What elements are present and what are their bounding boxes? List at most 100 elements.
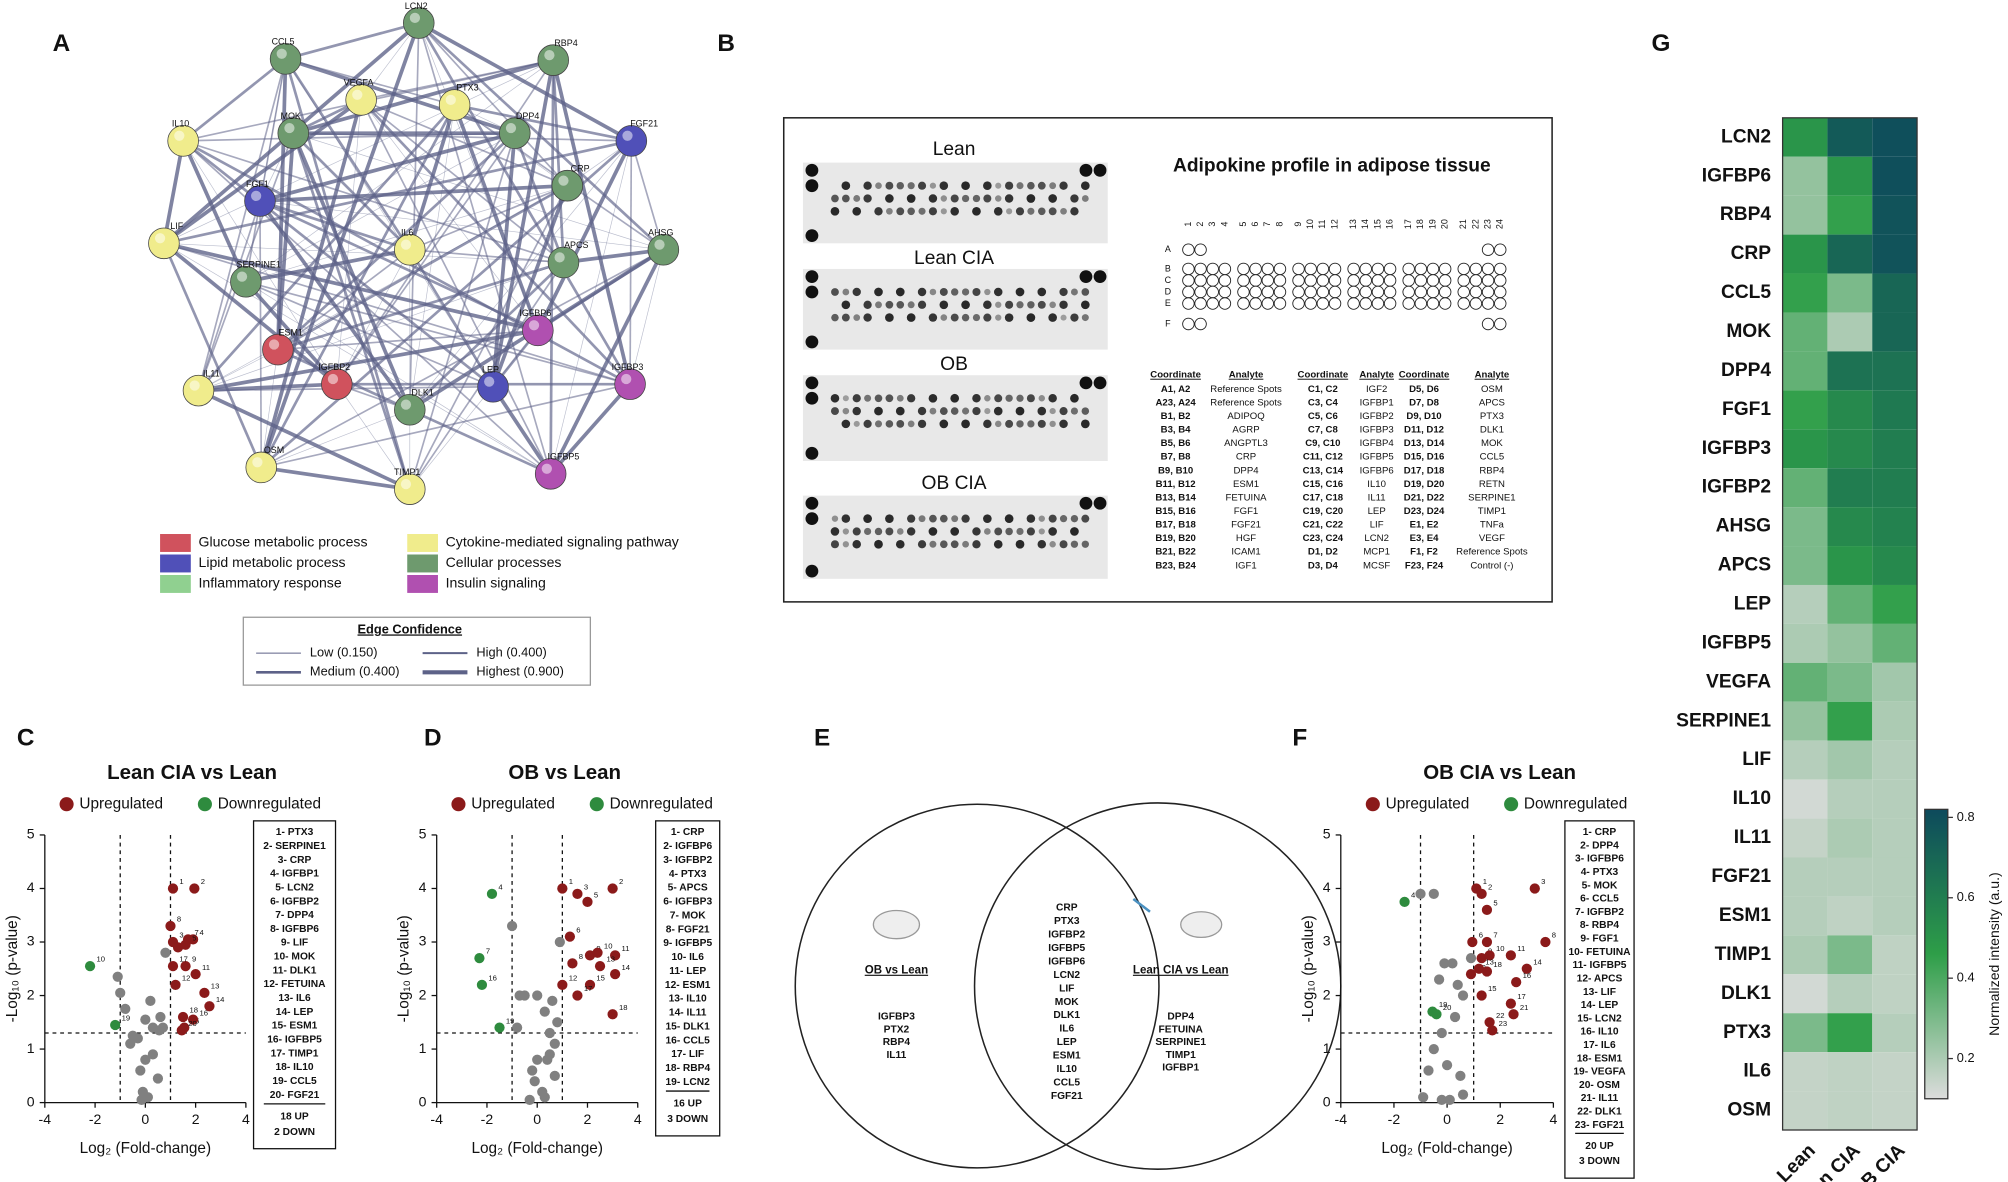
node-highlight [505,122,517,134]
node-label: MOK [280,111,300,121]
list-item: 17- TIMP1 [271,1048,319,1059]
array-row: B [1165,263,1171,273]
table-cell: C19, C20 [1303,506,1344,517]
row-label: CRP [1731,243,1772,264]
blot-spot [939,181,949,190]
x-tick-label: 4 [242,1111,250,1127]
point [1467,936,1478,948]
list-item: 7- DPP4 [275,910,314,921]
network-node [277,117,310,149]
point [199,987,210,998]
row-label: ESM1 [1719,905,1772,926]
point [204,1001,215,1012]
network-edge [162,98,363,245]
table-cell: C23, C24 [1303,533,1344,544]
blot-spot [939,300,949,310]
heatmap-cell [1827,623,1873,663]
point [494,1022,505,1033]
blot-spot [972,406,981,416]
blot-spot [805,391,819,405]
array-spot [1218,297,1232,310]
blot-spot [907,182,915,190]
point [1449,1011,1461,1023]
array-spot [1316,297,1330,310]
array-spot [1237,297,1250,310]
blot-spot [1016,420,1024,428]
network-node [499,117,531,149]
point-label: 19 [1439,1000,1448,1009]
array-spot [1402,297,1415,310]
blot-spot [895,406,905,416]
table-cell: D7, D8 [1409,397,1440,408]
panel-label: D [424,724,442,751]
list-frame [252,820,337,1150]
point-label: 20 [188,1019,197,1028]
heatmap-cell [1827,1091,1873,1131]
blot-spot [896,419,905,428]
x-tick-label: -2 [1388,1111,1401,1127]
node-label: CCL5 [272,37,295,47]
table-cell: C21, C22 [1303,520,1344,531]
table-cell: CCL5 [1480,452,1505,463]
table-cell: FGF21 [1231,520,1261,531]
point [1476,952,1487,964]
heatmap-cell [1827,429,1873,469]
array-spot [1194,274,1207,287]
blot-spot [972,194,981,203]
list-item: 21- IL11 [1581,1093,1619,1104]
panel-label: F [1292,724,1307,751]
table-cell: Reference Spots [1456,547,1528,558]
list-item: 3- CRP [278,855,312,866]
list-item: 9- IGFBP5 [663,938,712,949]
array-column: 14 [1360,219,1370,229]
venn-title: OB vs Lean [865,965,928,977]
blot-spot [1059,300,1068,309]
blot-spot [917,181,927,190]
array-row: C [1165,275,1172,285]
blot-spot [993,287,1003,297]
network-edge [551,60,565,263]
network-node [551,169,584,202]
heatmap-cell [1782,429,1828,469]
array-spot [1273,285,1287,299]
network-edge [292,132,411,251]
blot-spot [805,564,819,578]
blot-spot [1027,301,1035,309]
blot-spot [961,181,970,191]
table-cell: B5, B6 [1161,438,1191,449]
heatmap-cell [1782,740,1828,780]
node-highlight [174,130,185,141]
array-spot [1457,262,1470,276]
array-column: 20 [1440,219,1450,229]
heatmap-cell [1782,662,1828,702]
network-edge [259,131,516,203]
point-label: 22 [1496,1011,1505,1020]
blot-spot [918,207,926,215]
blot-spot [984,408,991,415]
y-tick-label: 0 [1323,1093,1331,1109]
blot-spot [972,394,981,403]
point [187,1014,199,1025]
point-label: 11 [1517,944,1525,953]
blot-spot [994,394,1003,403]
row-label: LEP [1734,594,1772,615]
node-label: IGFBP3 [612,362,644,372]
venn-item: LIF [1059,983,1074,994]
blot-spot [1081,540,1089,548]
blot-spot [1093,270,1107,284]
heatmap-cell [1872,701,1918,741]
point [1455,1070,1466,1081]
legend-label: Insulin signaling [446,575,546,591]
blot-spot [907,301,915,309]
network-edge [197,58,287,391]
blot-spot [842,395,849,402]
blot-spot [929,182,937,189]
table-cell: IGFBP5 [1360,452,1394,463]
node-highlight [621,373,632,385]
point [1484,1017,1495,1028]
network-node [244,185,276,217]
point-label: 4 [200,928,205,937]
blot-spot [940,195,948,202]
blot-spot [830,540,840,549]
